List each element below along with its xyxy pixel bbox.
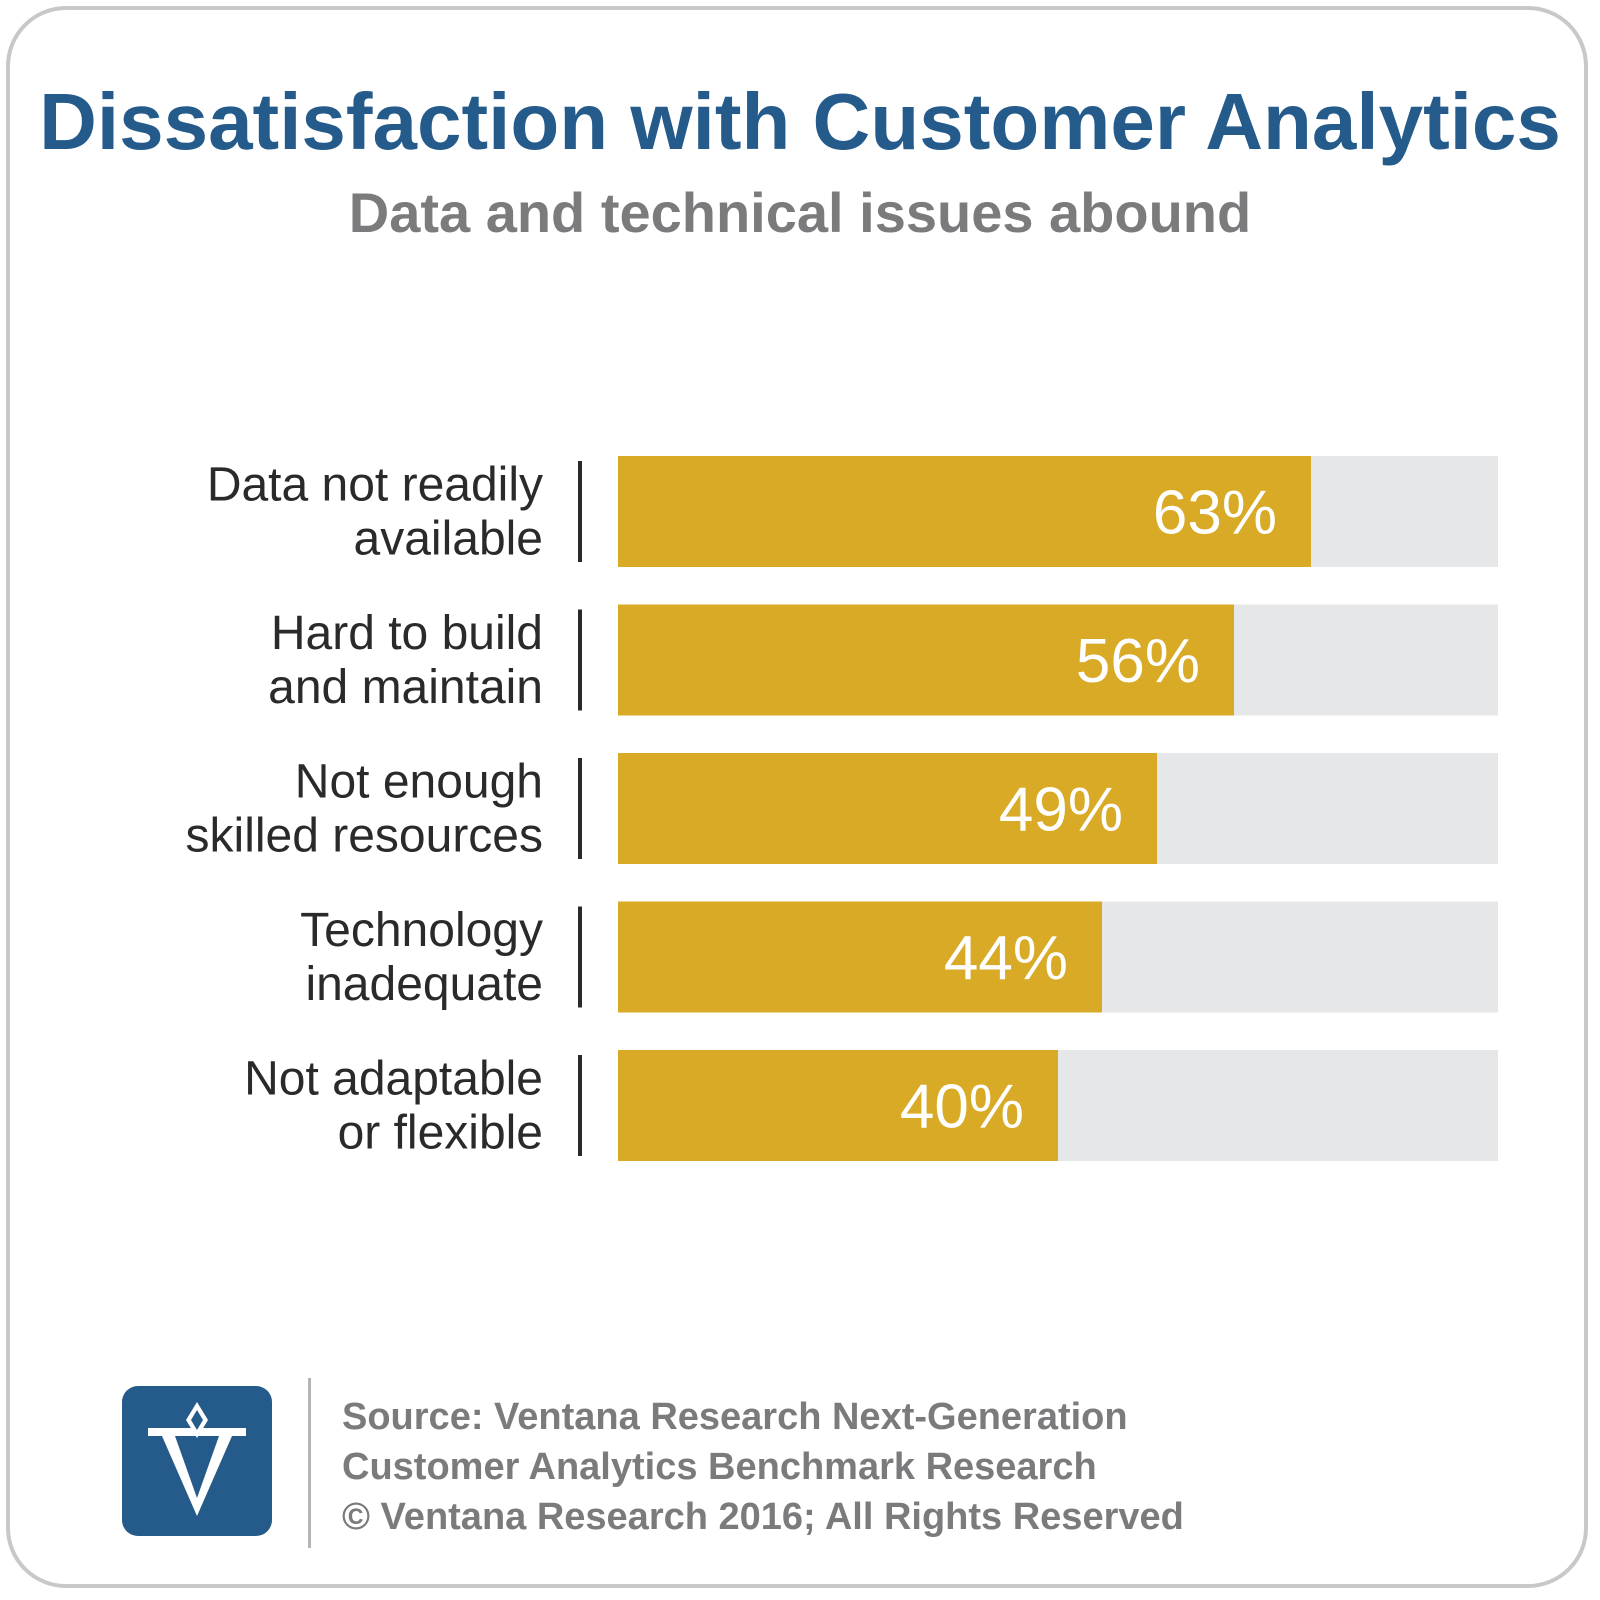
source-note: Source: Ventana Research Next-Generation… xyxy=(342,1392,1562,1542)
category-label: or flexible xyxy=(338,1107,543,1160)
chart-title: Dissatisfaction with Customer Analytics xyxy=(39,77,1561,166)
category-label: Not enough xyxy=(295,756,543,809)
category-label: available xyxy=(354,513,543,566)
bar xyxy=(618,753,1157,864)
bar xyxy=(618,604,1234,716)
bar-value-label: 40% xyxy=(900,1073,1024,1142)
category-tick xyxy=(578,1055,582,1156)
category-tick xyxy=(578,609,582,711)
category-tick xyxy=(578,461,582,562)
bar-value-label: 49% xyxy=(999,776,1123,845)
bar xyxy=(618,901,1102,1013)
category-label: inadequate xyxy=(305,958,543,1011)
source-line-1: Source: Ventana Research Next-Generation xyxy=(342,1396,1128,1438)
category-tick xyxy=(578,758,582,859)
category-label: and maintain xyxy=(268,661,543,714)
category-tick xyxy=(578,906,582,1008)
bar-value-label: 56% xyxy=(1076,627,1200,696)
source-line-2: Customer Analytics Benchmark Research xyxy=(342,1446,1097,1488)
ventana-logo xyxy=(122,1386,272,1536)
category-label: Not adaptable xyxy=(244,1053,543,1106)
category-label: Technology xyxy=(300,904,543,957)
category-label: skilled resources xyxy=(186,810,543,863)
category-label: Hard to build xyxy=(271,607,543,660)
bar xyxy=(618,456,1311,567)
footer-divider xyxy=(308,1378,311,1548)
bar-value-label: 63% xyxy=(1153,479,1277,548)
bar-value-label: 44% xyxy=(944,924,1068,993)
ventana-v-logo-icon xyxy=(148,1402,246,1516)
chart-subtitle: Data and technical issues abound xyxy=(348,181,1252,244)
category-label: Data not readily xyxy=(207,459,543,512)
bar xyxy=(618,1050,1058,1161)
source-line-3: © Ventana Research 2016; All Rights Rese… xyxy=(342,1496,1184,1538)
